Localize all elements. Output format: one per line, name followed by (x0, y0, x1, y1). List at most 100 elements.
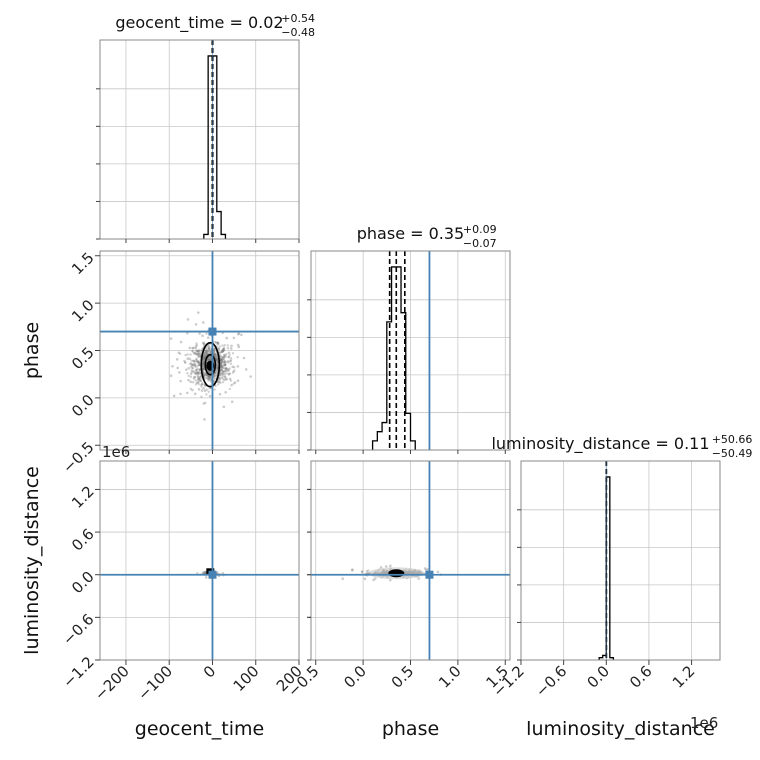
scatter-point (215, 371, 219, 374)
scatter-point (232, 336, 236, 340)
scatter-point (222, 358, 226, 362)
scatter-point (214, 353, 217, 356)
scatter-point (194, 346, 197, 350)
scatter-point (192, 359, 195, 363)
scatter-point (218, 378, 222, 381)
scatter-point (206, 358, 210, 362)
scatter-point (219, 364, 223, 368)
scatter-point (360, 570, 364, 574)
scatter-point (205, 349, 209, 353)
scatter-point (219, 363, 223, 366)
histogram-step-phase (371, 266, 416, 450)
scatter-point (207, 346, 210, 350)
scatter-point (195, 357, 198, 361)
scatter-point (417, 577, 420, 580)
scatter-point (201, 342, 205, 345)
scatter-point (215, 358, 219, 362)
x-tick-label: 100 (230, 662, 263, 695)
scatter-point (222, 363, 226, 366)
scatter-point (198, 368, 201, 371)
scatter-point (202, 366, 206, 370)
scatter-point (227, 368, 230, 371)
scatter-point (202, 357, 206, 360)
scatter-point (225, 336, 229, 340)
scatter-point (189, 362, 193, 365)
scatter-point (192, 377, 196, 380)
scatter-point (205, 349, 209, 352)
scatter-point (207, 370, 210, 373)
scatter-point (205, 374, 208, 377)
scatter-point (179, 379, 182, 383)
scatter-point (189, 353, 192, 356)
scatter-point (184, 368, 188, 371)
scatter-point (227, 369, 230, 372)
scatter-point (215, 373, 218, 377)
scatter-point (192, 364, 195, 367)
x-axis-label-geocent_time: geocent_time (135, 718, 264, 740)
scatter-point (196, 359, 199, 363)
scatter-point (193, 352, 196, 355)
scatter-point (236, 365, 240, 368)
scatter-point (204, 350, 208, 354)
scatter-point (201, 321, 205, 324)
scatter-point (207, 375, 211, 378)
scatter-point (222, 347, 225, 351)
contour-inner (204, 353, 217, 376)
scatter-point (215, 357, 218, 360)
scatter-point (197, 373, 200, 376)
scatter-point (197, 388, 201, 391)
scatter-point (199, 375, 202, 378)
scatter-point (208, 355, 212, 358)
scatter-point (190, 364, 194, 367)
scatter-point (220, 366, 223, 369)
scatter-point (216, 361, 219, 364)
scatter-point (208, 345, 211, 349)
scatter-point (192, 359, 195, 362)
x-axis-offset-label: 1e6 (690, 714, 718, 732)
title-lower-error: −50.49 (712, 447, 753, 460)
scatter-point (202, 372, 206, 376)
scatter-point (220, 372, 224, 376)
title-upper-error: +50.66 (712, 433, 753, 446)
scatter-point (229, 362, 233, 366)
scatter-point (225, 366, 228, 370)
scatter-point (228, 372, 232, 375)
x-tick-label: 0.0 (340, 662, 370, 692)
scatter-point (209, 371, 212, 375)
scatter-point (195, 349, 198, 353)
scatter-point (205, 351, 209, 355)
title-main: geocent_time = 0.02 (115, 13, 283, 33)
scatter-point (191, 388, 194, 392)
scatter-point (178, 352, 182, 355)
scatter-point (219, 351, 222, 354)
scatter-point (224, 355, 227, 358)
scatter-point (193, 364, 197, 368)
scatter-point (195, 381, 199, 384)
scatter-point (221, 349, 225, 352)
scatter-point (197, 360, 200, 364)
scatter-point (213, 353, 216, 356)
scatter-point (196, 376, 200, 379)
scatter-point (189, 375, 193, 379)
scatter-point (228, 367, 231, 370)
scatter-point (196, 311, 200, 314)
x-tick-label: −0.6 (532, 662, 570, 700)
truth-marker (208, 570, 217, 579)
scatter-point (203, 351, 206, 355)
scatter-point (222, 350, 225, 353)
scatter-point (196, 353, 200, 357)
scatter-point (194, 345, 198, 348)
scatter-point (195, 353, 199, 356)
scatter-point (216, 366, 219, 369)
scatter-point (212, 377, 216, 380)
scatter-point (216, 341, 220, 344)
scatter-point (209, 357, 212, 360)
scatter-point (205, 352, 208, 355)
scatter-point (191, 370, 194, 373)
scatter-point (198, 332, 201, 335)
scatter-point (227, 372, 231, 375)
scatter-point (216, 343, 219, 346)
scatter-point (219, 359, 223, 362)
scatter-point (204, 355, 207, 359)
scatter-point (220, 368, 223, 372)
